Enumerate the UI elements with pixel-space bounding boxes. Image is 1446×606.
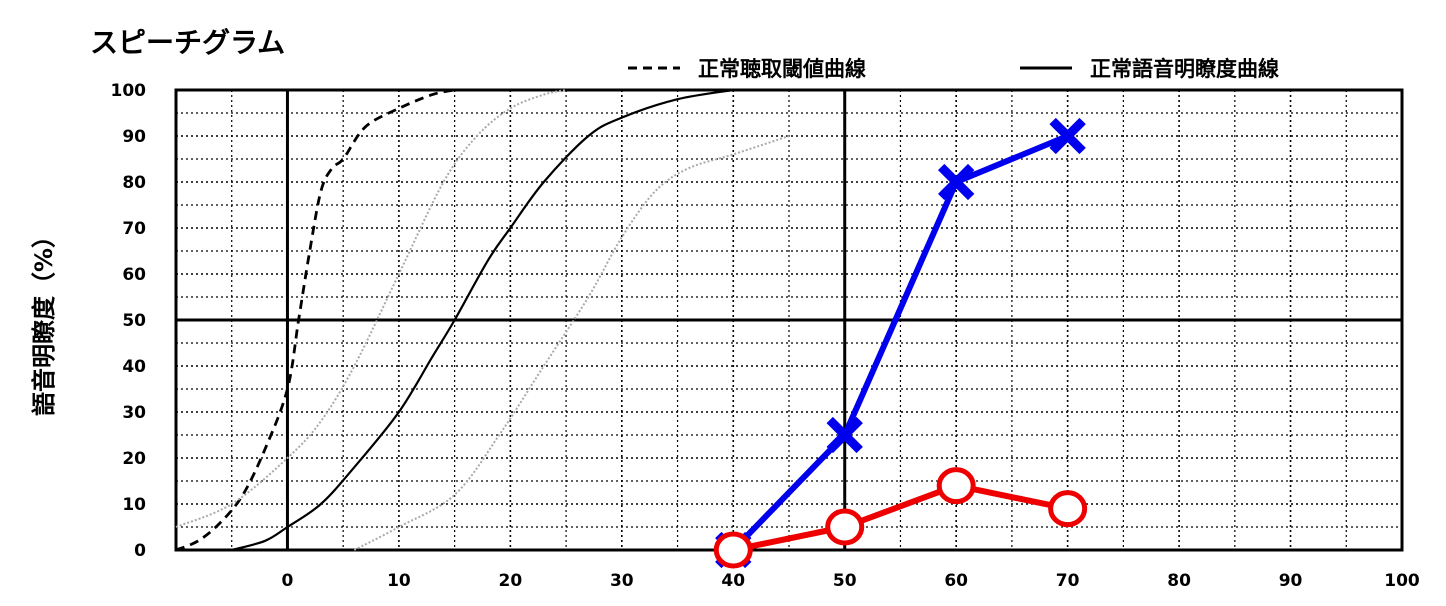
x-tick-label: 100 bbox=[1384, 571, 1420, 591]
tick-labels: 0 10 20 30 40 50 60 70 80 90 100 0 10 20 30 40 50 60 70 80 9… bbox=[111, 81, 1420, 591]
reference-curves bbox=[175, 88, 790, 552]
x-tick-label: 80 bbox=[1167, 571, 1191, 591]
y-tick-label: 40 bbox=[122, 357, 146, 377]
x-tick-label: 60 bbox=[944, 571, 968, 591]
y-tick-label: 100 bbox=[111, 81, 147, 101]
reference-curve-dotted bbox=[175, 89, 567, 528]
x-tick-label: 90 bbox=[1279, 571, 1303, 591]
plot-frame bbox=[174, 88, 1404, 552]
x-tick-label: 0 bbox=[282, 571, 294, 591]
data-series bbox=[713, 117, 1088, 569]
legend-label: 正常聴取閾値曲線 bbox=[698, 57, 866, 81]
cross-stroke bbox=[937, 163, 975, 201]
data-point-cross bbox=[1049, 117, 1086, 155]
y-tick-label: 70 bbox=[122, 219, 146, 239]
x-tick-label: 70 bbox=[1056, 571, 1080, 591]
cross-stroke bbox=[826, 416, 863, 454]
x-tick-label: 50 bbox=[833, 571, 857, 591]
x-tick-label: 10 bbox=[387, 571, 411, 591]
grid-layer bbox=[174, 88, 1404, 552]
cross-stroke bbox=[1049, 117, 1086, 155]
series-line-o bbox=[732, 482, 1069, 553]
y-tick-label: 60 bbox=[122, 265, 146, 285]
legend-label: 正常語音明瞭度曲線 bbox=[1090, 57, 1279, 81]
x-tick-label: 30 bbox=[610, 571, 634, 591]
data-point-circle bbox=[713, 531, 753, 569]
legend: 正常聴取閾値曲線 正常語音明瞭度曲線 bbox=[628, 57, 1279, 81]
data-point-cross bbox=[937, 163, 975, 201]
reference-curve-dashed bbox=[175, 88, 455, 552]
y-tick-label: 20 bbox=[122, 449, 146, 469]
y-tick-label: 80 bbox=[122, 173, 146, 193]
y-tick-label: 10 bbox=[122, 495, 146, 515]
data-point-circle bbox=[1048, 490, 1088, 528]
y-tick-label: 0 bbox=[134, 541, 146, 561]
y-tick-label: 90 bbox=[122, 127, 146, 147]
reference-curve-solid bbox=[231, 88, 734, 552]
series-line-x bbox=[731, 133, 1069, 553]
y-tick-label: 30 bbox=[122, 403, 146, 423]
y-tick-label: 50 bbox=[122, 311, 146, 331]
x-tick-label: 20 bbox=[499, 571, 523, 591]
data-point-circle bbox=[936, 467, 976, 505]
y-axis-label: 語音明瞭度（%） bbox=[30, 224, 58, 416]
x-tick-label: 40 bbox=[721, 571, 745, 591]
data-point-cross bbox=[826, 416, 863, 454]
chart-title: スピーチグラム bbox=[90, 26, 285, 59]
data-point-circle bbox=[825, 508, 865, 546]
